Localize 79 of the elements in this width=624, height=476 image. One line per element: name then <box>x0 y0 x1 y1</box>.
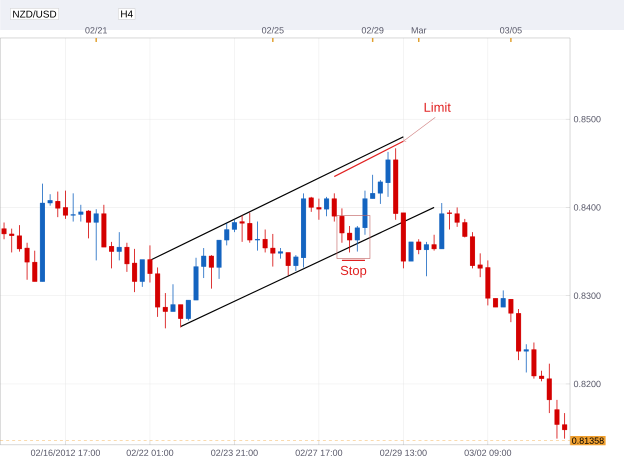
candlestick <box>24 242 30 280</box>
x-tick-label: 03/02 09:00 <box>464 449 512 456</box>
candlestick <box>432 234 437 252</box>
x-tick-label: 02/23 21:00 <box>211 449 258 456</box>
candlestick <box>48 194 53 206</box>
text: Mar <box>412 27 426 34</box>
candlestick <box>140 259 145 288</box>
candlestick <box>324 196 330 217</box>
candlestick <box>224 223 230 246</box>
candlestick <box>286 252 291 276</box>
candlestick <box>524 344 529 373</box>
candlestick <box>332 192 337 222</box>
candlestick <box>424 242 429 277</box>
candlestick <box>416 238 422 255</box>
candlestick <box>254 221 260 252</box>
candlestick <box>347 226 352 253</box>
y-tick-label: 0.8200 <box>574 380 601 388</box>
candlestick <box>16 224 22 252</box>
text: 03/05 <box>500 26 522 34</box>
candlestick <box>132 248 138 293</box>
candlestick <box>308 196 314 212</box>
text: 02/21 <box>85 26 107 34</box>
x-tick-label: 02/27 17:00 <box>296 449 342 456</box>
candlestick <box>562 412 568 440</box>
candlestick <box>508 298 514 323</box>
candlestick <box>462 218 468 238</box>
candlestick <box>170 284 176 312</box>
candlestick <box>478 253 483 278</box>
candlestick <box>62 190 68 220</box>
candlestick <box>232 219 237 233</box>
candlestick <box>208 254 214 290</box>
candlestick <box>408 242 414 262</box>
annotation: Limit <box>424 102 451 112</box>
candlestick <box>9 228 14 253</box>
candlestick <box>70 192 76 222</box>
x-tick-label: 02/29 13:00 <box>380 449 427 456</box>
candlestick <box>378 180 383 204</box>
candlestick <box>370 174 376 200</box>
candlestick <box>454 207 460 228</box>
candlestick <box>446 210 452 230</box>
candlestick <box>186 300 191 321</box>
candlestick <box>316 198 322 220</box>
candlestick <box>201 248 206 279</box>
candlestick <box>554 400 560 440</box>
candlestick <box>278 248 284 260</box>
candlestick <box>109 242 114 269</box>
candlestick <box>2 222 7 240</box>
text: 02/25 <box>262 26 284 34</box>
candlestick <box>500 290 506 308</box>
candlestick <box>270 234 276 268</box>
candlestick <box>116 232 122 261</box>
x-tick-label: 02/16/2012 17:00 <box>30 449 100 456</box>
annotation: Stop <box>340 266 366 278</box>
candlestick <box>178 304 184 328</box>
candlestick <box>546 363 552 414</box>
ref-line-label: 0.81358 <box>572 438 604 444</box>
chart-subtitle: H4 <box>121 10 133 18</box>
candlestick <box>240 215 245 242</box>
candlestick <box>339 208 344 244</box>
candlestick <box>539 370 544 382</box>
candlestick <box>86 210 92 239</box>
y-tick-label: 0.8400 <box>574 204 601 211</box>
candlestick <box>247 212 252 244</box>
candlestick <box>386 152 391 198</box>
candlestick <box>78 204 84 222</box>
candlestick <box>94 208 99 261</box>
y-tick-label: 0.8500 <box>574 116 601 122</box>
candlestick <box>124 242 130 272</box>
candlestick <box>147 245 152 283</box>
candlestick <box>262 229 268 253</box>
y-tick-label: 0.8300 <box>574 292 601 299</box>
text: 02/29 <box>362 26 384 34</box>
chart-title: NZD/USD <box>13 10 56 18</box>
candlestick <box>55 191 60 218</box>
candlestick <box>162 292 168 329</box>
x-tick-label: 02/22 01:00 <box>126 449 174 456</box>
candlestick <box>293 254 298 272</box>
candlestick <box>354 226 360 252</box>
candlestick <box>32 250 38 282</box>
